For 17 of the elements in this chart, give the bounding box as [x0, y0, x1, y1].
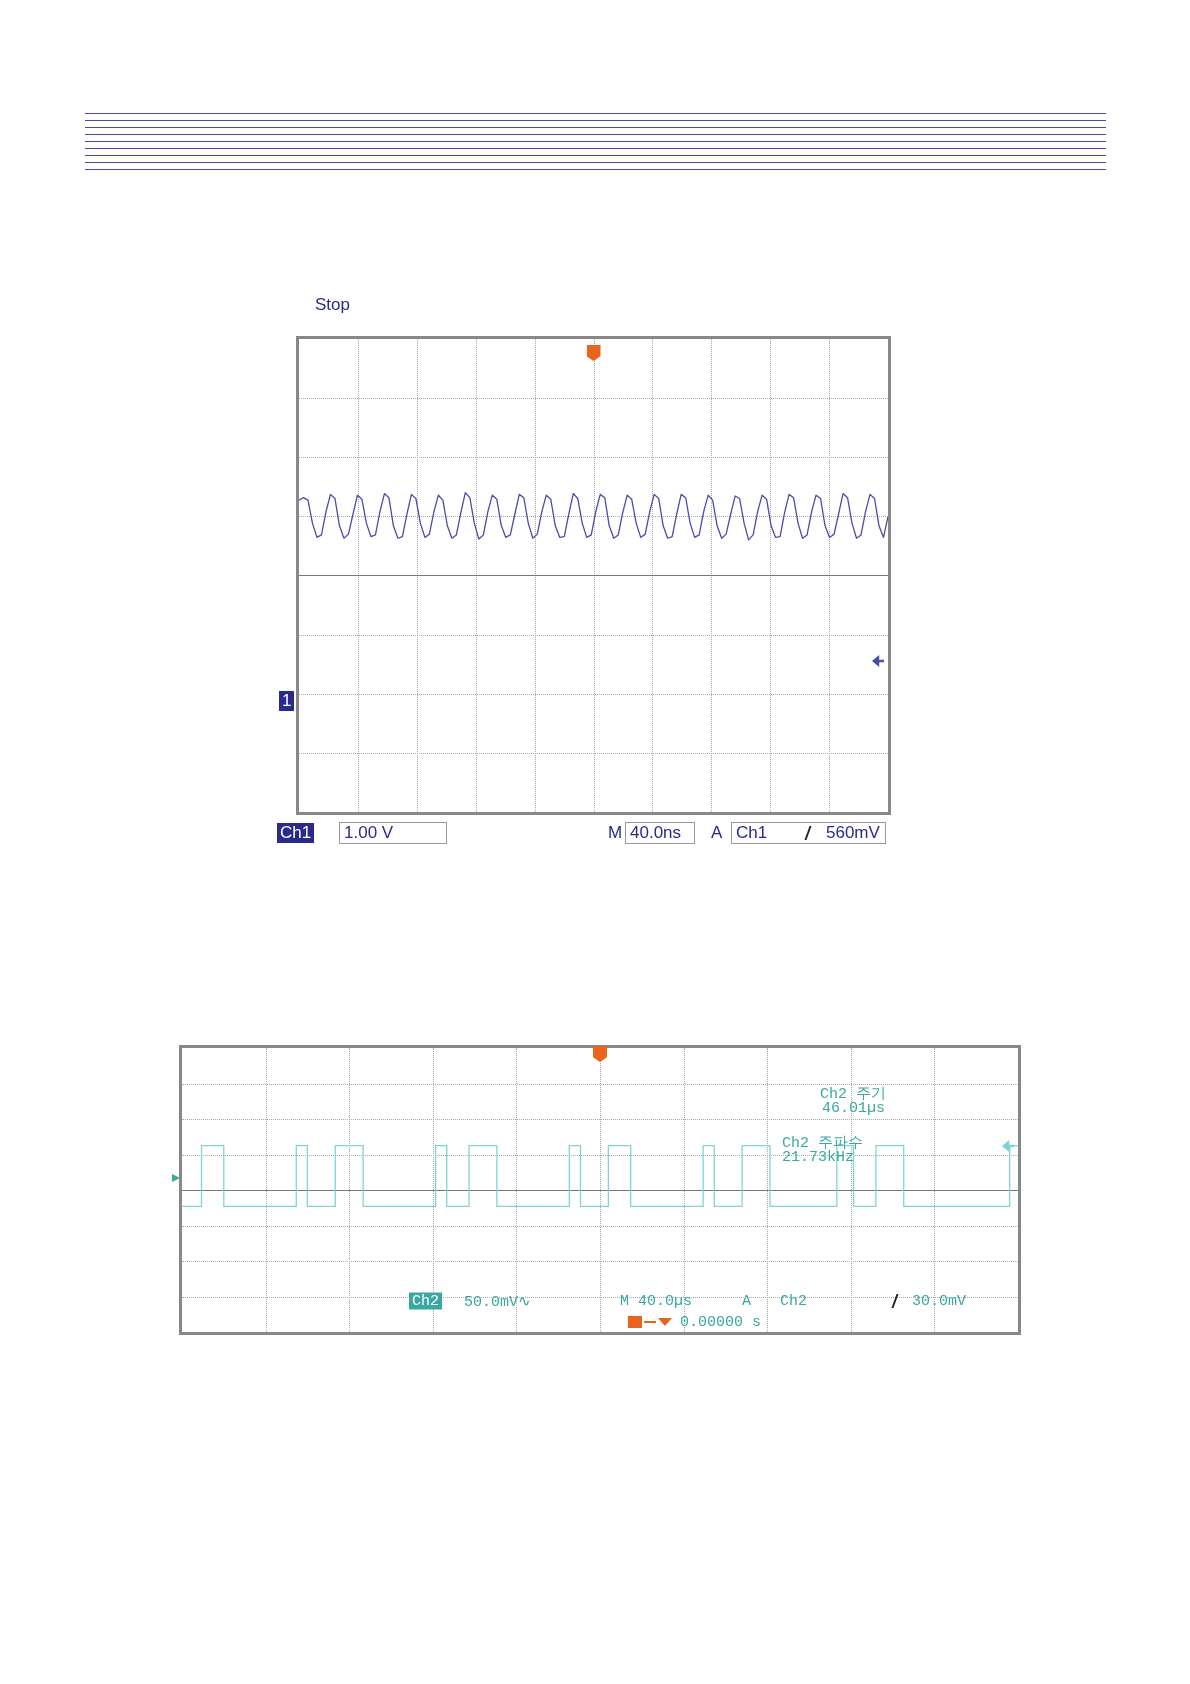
- text: 40.0ns: [625, 822, 695, 844]
- annotation: 21.73kHz: [782, 1148, 854, 1166]
- text: Ch1: [277, 823, 315, 843]
- text: 1.00 V: [339, 822, 447, 844]
- text: Ch1: [736, 823, 768, 842]
- text: 0.00000 s: [680, 1313, 762, 1331]
- text: 1: [279, 691, 295, 711]
- text: M: [608, 823, 623, 843]
- text: 560mV: [826, 823, 880, 843]
- text: A: [711, 823, 723, 843]
- text: A: [742, 1292, 752, 1310]
- text: Ch2: [409, 1292, 443, 1310]
- text: Ch2: [780, 1292, 808, 1310]
- text: Stop: [315, 295, 350, 315]
- text: M 40.0µs: [620, 1292, 693, 1310]
- text: 50.0mV∿: [464, 1292, 532, 1311]
- text: 30.0mV: [912, 1292, 967, 1310]
